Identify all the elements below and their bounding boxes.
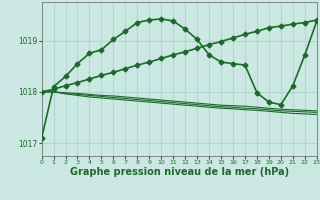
X-axis label: Graphe pression niveau de la mer (hPa): Graphe pression niveau de la mer (hPa) — [70, 167, 289, 177]
